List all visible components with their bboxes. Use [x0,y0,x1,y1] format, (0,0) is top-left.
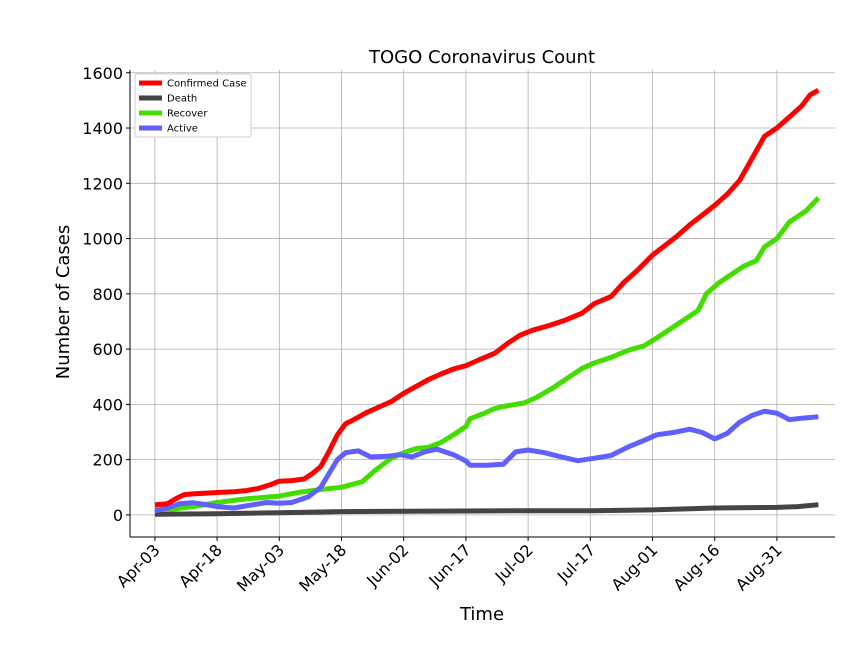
x-tick-label: Aug-31 [732,540,786,594]
series-line-recover [154,196,821,513]
series-lines [154,88,821,517]
y-tick-label: 1600 [82,64,123,83]
x-tick-label: Jul-02 [491,540,537,586]
x-axis-title: Time [459,604,504,625]
y-tick-label: 1400 [82,119,123,138]
series-line-confirmed-case [154,88,820,508]
legend-label: Active [167,124,198,135]
x-tick-label: May-18 [295,540,350,595]
legend-label: Confirmed Case [167,79,247,90]
x-tick-label: Apr-18 [175,540,226,591]
x-tick-label: Aug-16 [670,540,724,594]
legend-label: Recover [167,109,208,120]
grid-lines [130,70,835,537]
series-line-active [154,408,819,514]
y-tick-label: 200 [92,451,123,470]
legend-label: Death [167,94,197,105]
y-tick-label: 1200 [82,174,123,193]
y-axis-title: Number of Cases [53,225,74,380]
chart-title: TOGO Coronavirus Count [368,47,595,68]
x-tick-label: Aug-01 [607,540,661,594]
x-axis-ticks: Apr-03 Apr-18 May-03 May-18 Jun-02 Jun-17 Jul-… [113,537,786,596]
y-tick-label: 1000 [82,230,123,249]
legend: Confirmed Case Death Recover Active [134,73,252,138]
x-tick-label: Jun-17 [424,540,474,590]
x-tick-label: Jun-02 [362,540,412,590]
y-tick-label: 600 [92,340,123,359]
y-tick-label: 0 [113,506,123,525]
y-tick-label: 400 [92,395,123,414]
x-tick-label: Apr-03 [113,540,164,591]
y-axis-ticks: 0 200 400 600 800 1000 1200 1400 1600 [82,64,130,525]
x-tick-label: May-03 [233,540,288,595]
y-tick-label: 800 [92,285,123,304]
series-line-death [154,502,819,517]
x-tick-label: Jul-17 [553,540,599,586]
legend-box [134,73,252,138]
